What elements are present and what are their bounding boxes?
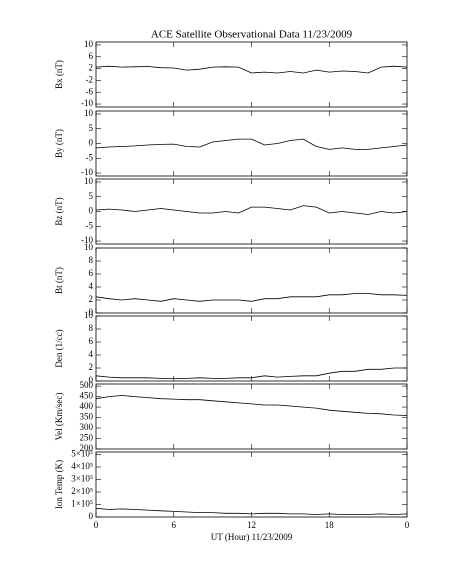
data-line [95,293,408,302]
y-tick-label: 5 [89,123,94,133]
y-tick-label: -10 [81,98,93,108]
y-tick-label: 5×10⁵ [71,449,93,459]
y-tick-label: -6 [86,86,94,96]
data-line [95,138,408,150]
y-tick-label: 10 [84,108,94,118]
x-tick-label: 12 [247,520,256,530]
panel-frame [95,383,408,450]
y-tick-label: 4 [89,281,94,291]
y-tick-label: 6 [89,268,94,278]
y-tick-label: 3×10⁵ [71,474,93,484]
y-tick-label: 450 [80,391,94,401]
y-tick-label: 200 [80,443,94,453]
y-tick-label: 300 [80,422,94,432]
x-tick-label: 0 [94,520,99,530]
panel-frame [95,315,408,382]
x-axis-label: UT (Hour) 11/23/2009 [211,532,293,542]
y-tick-label: 1×10⁵ [71,499,93,509]
y-tick-label: 8 [89,323,94,333]
panel-frame [95,41,408,108]
y-tick-label: 6 [89,336,94,346]
y-tick-label: 8 [89,255,94,265]
y-tick-label: 0 [89,206,94,216]
y-axis-label: By (nT) [54,129,64,158]
y-tick-label: 250 [80,433,94,443]
y-tick-label: 5 [89,191,94,201]
y-tick-label: 10 [84,39,94,49]
y-axis-label: Bx (nT) [54,60,64,89]
y-tick-label: -5 [86,152,94,162]
data-line [95,65,408,74]
y-tick-label: -2 [86,74,94,84]
x-tick-label: 18 [325,520,335,530]
y-tick-label: 400 [80,401,94,411]
panel-frame [95,451,408,518]
panel-frame [95,247,408,314]
panel-frame [95,110,408,177]
y-tick-label: 0 [89,307,94,317]
data-line [95,507,408,515]
y-axis-label: Den (1/cc) [54,329,64,367]
y-axis-label: Vel (Km/sec) [54,393,64,441]
y-tick-label: 6 [89,51,94,61]
y-axis-label: Ion Temp (K) [54,460,64,509]
x-tick-label: 6 [172,520,177,530]
y-tick-label: 4×10⁵ [71,461,93,471]
y-tick-label: 10 [84,310,94,320]
y-axis-label: Bt (nT) [54,267,64,294]
data-line [95,395,408,416]
y-tick-label: -5 [86,220,94,230]
y-tick-label: 2 [89,294,94,304]
y-tick-label: -10 [81,235,93,245]
y-tick-label: 10 [84,242,94,252]
y-tick-label: 0 [89,138,94,148]
y-tick-label: 2 [89,362,94,372]
chart-title: ACE Satellite Observational Data 11/23/2… [151,29,353,41]
y-tick-label: -10 [81,167,93,177]
y-tick-label: 2×10⁵ [71,486,93,496]
y-axis-label: Bz (nT) [54,197,64,225]
y-tick-label: 0 [89,375,94,385]
y-tick-label: 4 [89,349,94,359]
x-tick-label: 0 [405,520,410,530]
y-tick-label: 500 [80,380,94,390]
y-tick-label: 350 [80,412,94,422]
y-tick-label: 0 [89,511,94,521]
y-tick-label: 2 [89,63,94,73]
panel-frame [95,178,408,245]
data-line [95,205,408,215]
y-tick-label: 10 [84,176,94,186]
